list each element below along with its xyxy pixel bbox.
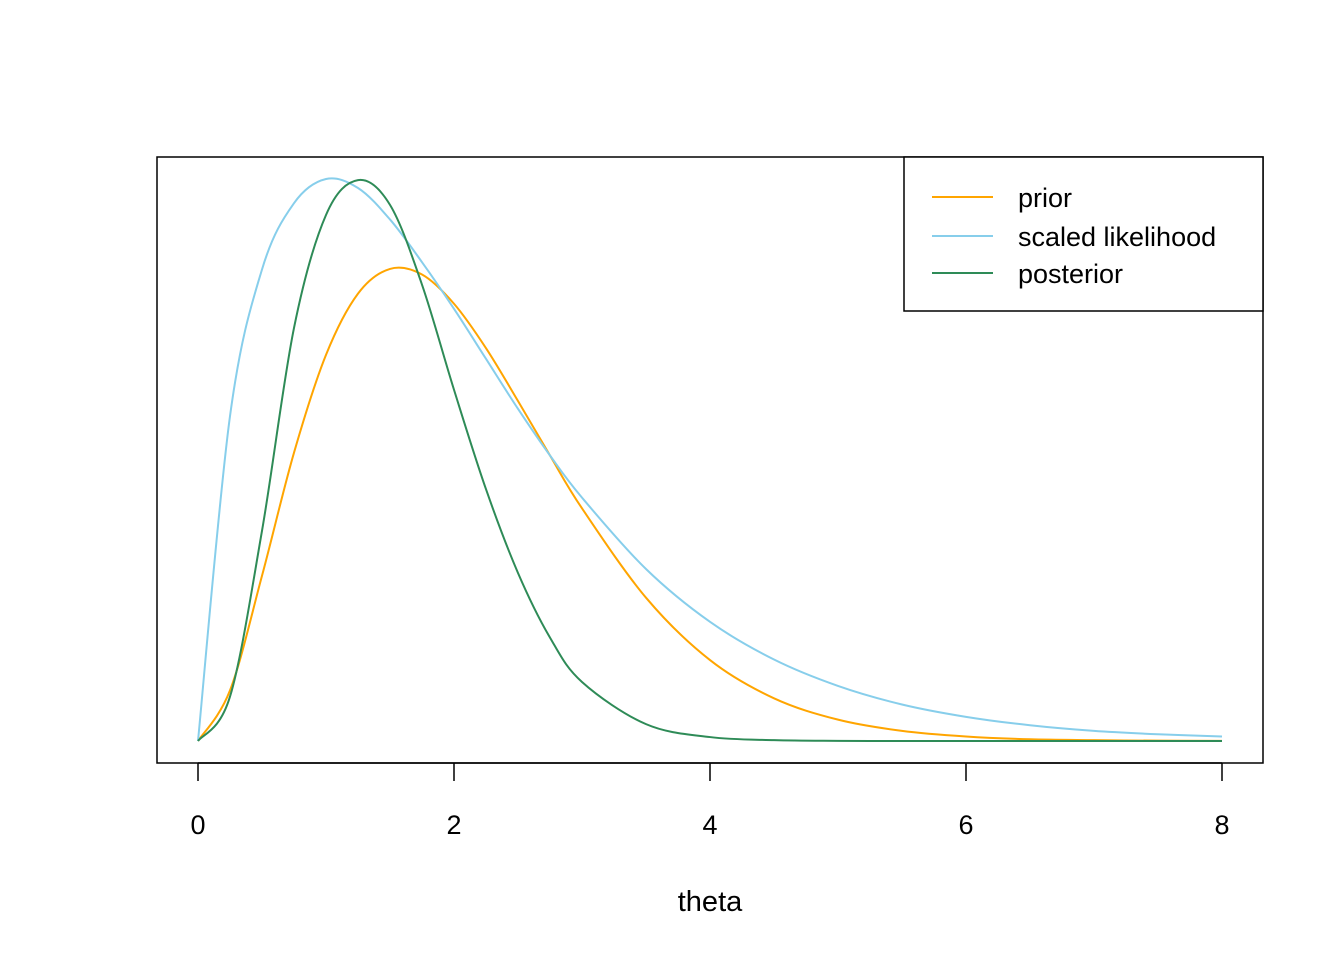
- x-tick-label-8: 8: [1214, 810, 1229, 840]
- x-tick-label-2: 2: [446, 810, 461, 840]
- legend-label-posterior: posterior: [1018, 259, 1123, 289]
- x-tick-label-4: 4: [702, 810, 717, 840]
- series-line-prior: [197, 266, 1223, 742]
- x-tick-label-0: 0: [190, 810, 205, 840]
- legend-box: [903, 156, 1264, 312]
- legend-label-prior: prior: [1018, 183, 1072, 213]
- legend: prior scaled likelihood posterior: [903, 156, 1264, 312]
- series-line-posterior: [197, 178, 1222, 742]
- x-tick-label-6: 6: [958, 810, 973, 840]
- legend-label-scaled-likelihood: scaled likelihood: [1018, 222, 1216, 252]
- x-axis: 0 2 4 6 8: [190, 762, 1230, 840]
- x-axis-label: theta: [678, 886, 743, 918]
- series-line-scaled-likelihood: [197, 177, 1223, 742]
- series-layer: [197, 177, 1223, 742]
